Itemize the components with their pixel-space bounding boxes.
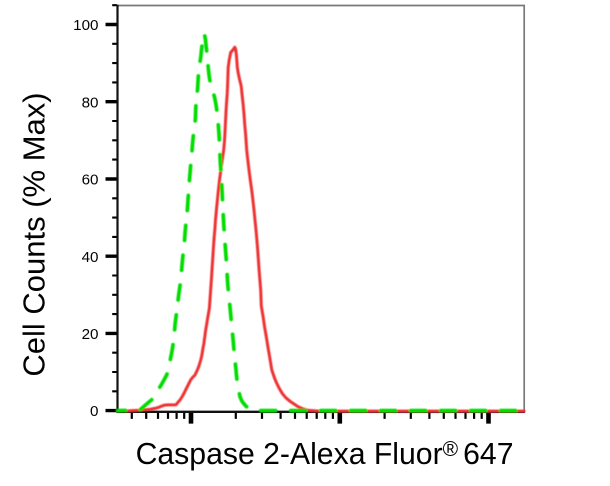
svg-text:Cell Counts (% Max): Cell Counts (% Max) xyxy=(17,92,52,376)
svg-text:80: 80 xyxy=(82,94,99,111)
svg-text:40: 40 xyxy=(82,249,99,266)
svg-text:100: 100 xyxy=(73,17,98,34)
svg-text:0: 0 xyxy=(90,403,98,420)
svg-text:60: 60 xyxy=(82,172,99,189)
svg-text:20: 20 xyxy=(82,326,99,343)
